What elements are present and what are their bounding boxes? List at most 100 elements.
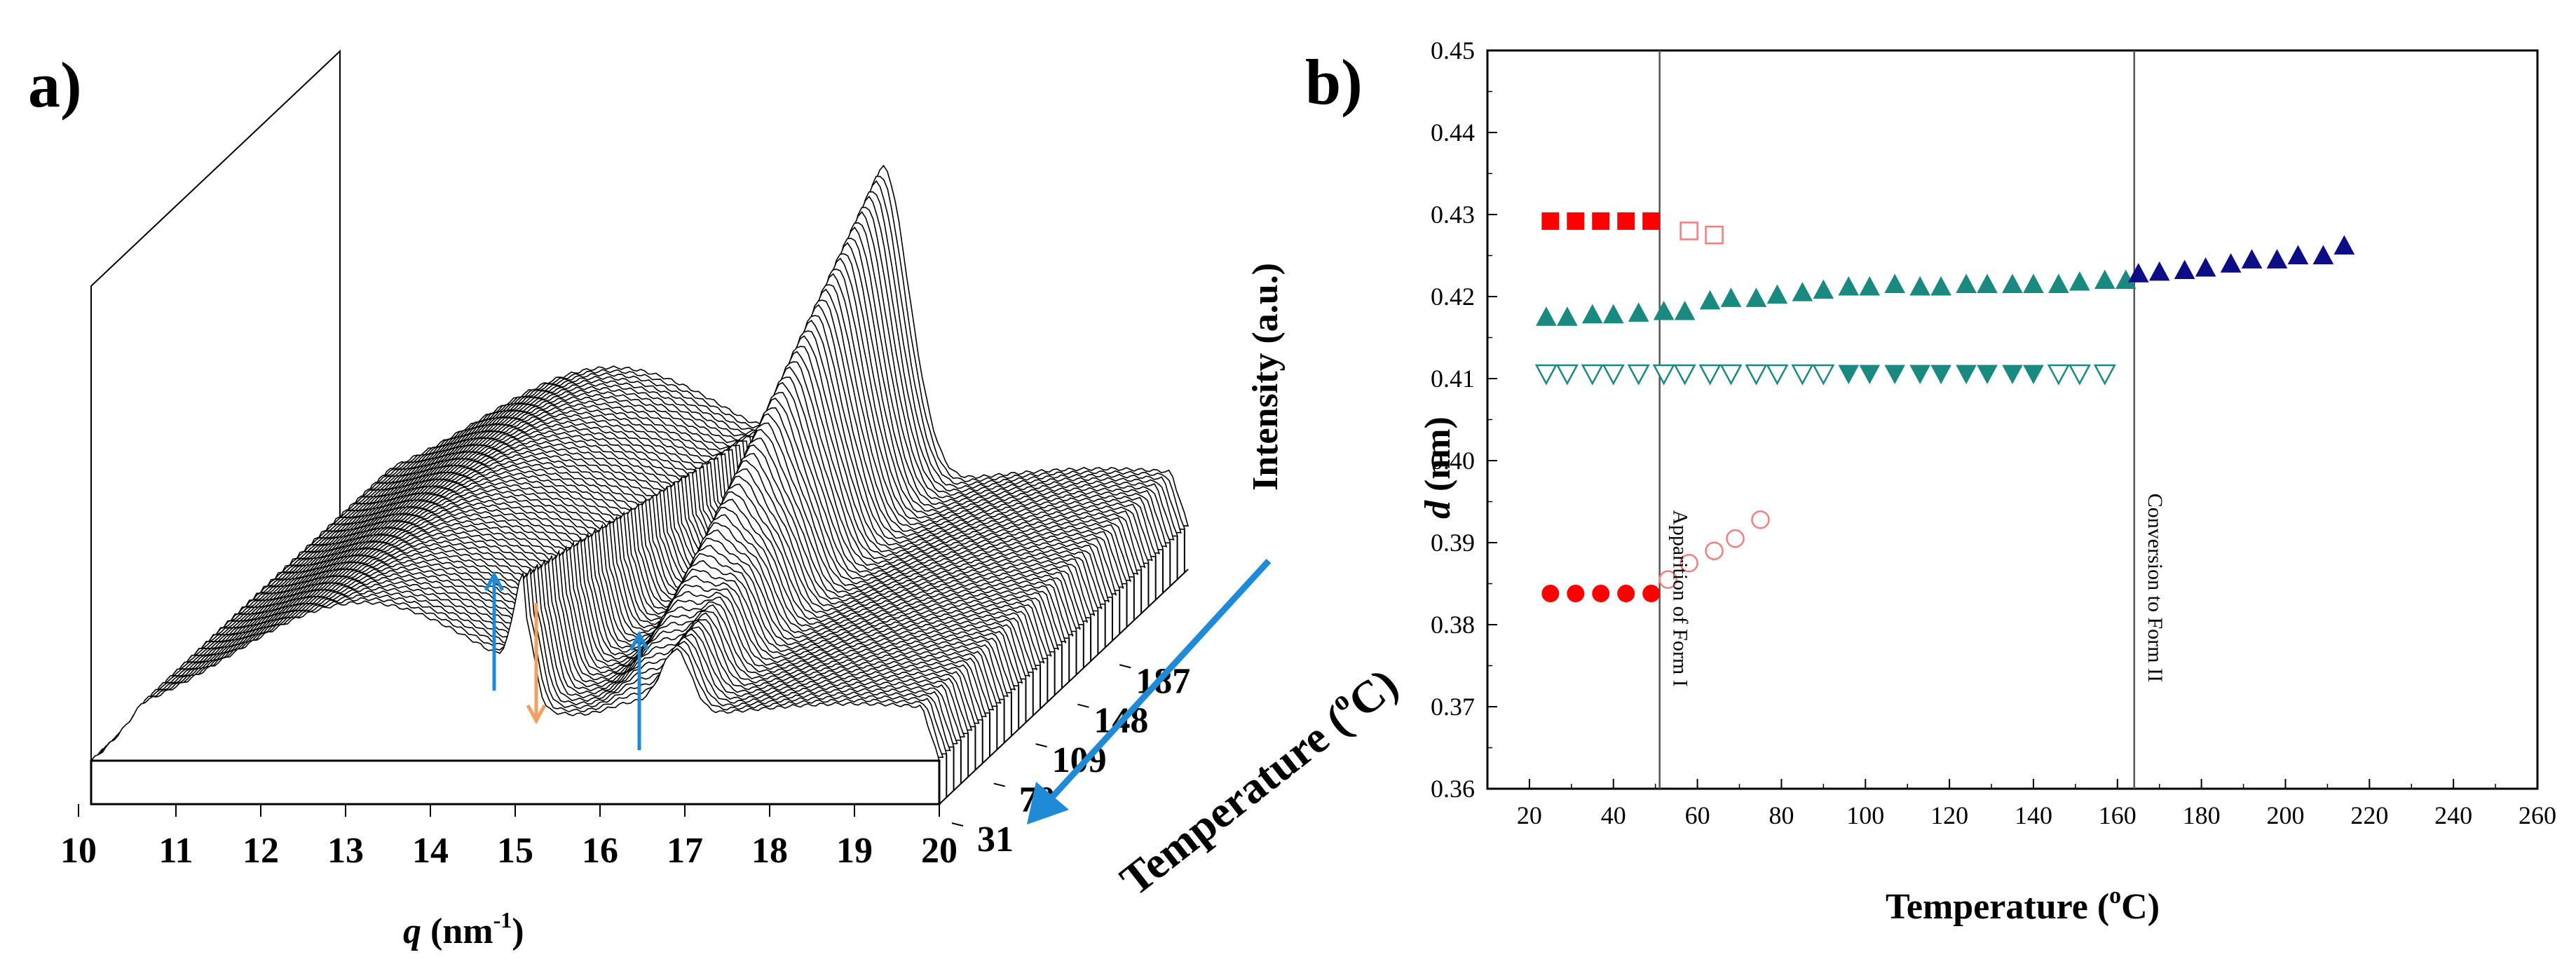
data-point-triangle-up <box>1909 276 1931 296</box>
y-tick-label: 0.41 <box>1431 365 1475 393</box>
waterfall-trace <box>90 573 940 761</box>
x-tick-label: 10 <box>60 831 97 871</box>
data-point-triangle-up <box>1859 276 1881 296</box>
x-tick-label: 200 <box>2266 801 2304 829</box>
data-point-triangle-down <box>1909 365 1931 385</box>
data-point-square <box>1679 222 1698 240</box>
data-point-triangle-down <box>2023 365 2044 385</box>
data-point-triangle-down <box>1838 365 1860 385</box>
panel-b-plot-frame <box>1486 49 2539 790</box>
x-tick-label: 120 <box>1930 801 1968 829</box>
data-point-triangle-down <box>1791 364 1814 386</box>
data-point-square <box>1567 212 1585 230</box>
data-point-triangle-up <box>1766 284 1788 304</box>
y-tick-label: 0.45 <box>1431 36 1475 65</box>
panel-b-x-title-sup: o <box>2109 883 2121 909</box>
data-point-circle <box>1705 541 1724 560</box>
panel-a-y-title: Intensity (a.u.) <box>1246 263 1286 491</box>
panel-b-y-title-unit: (nm) <box>1418 416 1458 501</box>
data-point-triangle-down <box>1956 365 1977 385</box>
panel-b-y-title: d (nm) <box>1418 416 1458 519</box>
data-point-triangle-up <box>1977 273 1998 293</box>
panel-b-x-title: Temperature (oC) <box>1886 883 2160 927</box>
y-tick-label: 0.40 <box>1431 447 1475 475</box>
data-point-triangle-down <box>2002 365 2023 385</box>
data-point-triangle-up <box>2069 271 2090 291</box>
z-tick-mark <box>951 822 964 827</box>
peak-arrow-head <box>526 704 547 725</box>
x-tick-label: 220 <box>2350 801 2388 829</box>
data-point-triangle-down <box>1602 364 1625 386</box>
y-tick-label: 0.37 <box>1431 693 1475 721</box>
z-tick-mark <box>1077 703 1089 708</box>
x-tick-label: 240 <box>2434 801 2472 829</box>
x-tick-label: 60 <box>1685 801 1710 829</box>
data-point-triangle-up <box>1557 306 1578 326</box>
panel-a-arrows <box>484 558 1272 824</box>
data-point-triangle-down <box>2068 364 2091 386</box>
data-point-triangle-up <box>2220 253 2242 273</box>
peak-arrow-head <box>629 630 650 651</box>
z-tick-label: 31 <box>977 820 1014 860</box>
data-point-triangle-up <box>1602 304 1624 324</box>
data-point-circle <box>1592 585 1610 603</box>
data-point-triangle-up <box>1745 287 1767 307</box>
y-tick-label: 0.36 <box>1431 775 1475 803</box>
x-tick-label: 18 <box>751 831 788 871</box>
data-point-triangle-up <box>1581 304 1603 324</box>
panel-b-ticks: 20 40 60 80 100 120 140 160 180 200 220 240 260 0.36 0… <box>1431 36 2556 829</box>
data-point-square <box>1541 212 1560 230</box>
data-point-triangle-down <box>1766 364 1789 386</box>
data-point-triangle-down <box>1581 364 1604 386</box>
data-point-circle <box>1658 570 1677 589</box>
data-point-triangle-up <box>1838 276 1860 296</box>
data-point-triangle-up <box>2266 249 2288 269</box>
x-tick-label: 16 <box>582 831 618 871</box>
data-point-square <box>1642 212 1661 230</box>
data-point-triangle-up <box>1884 273 1906 293</box>
data-point-circle <box>1567 585 1585 603</box>
y-tick-label: 0.43 <box>1431 201 1475 229</box>
waterfall-traces <box>90 164 1189 806</box>
x-tick-label: 40 <box>1601 801 1626 829</box>
z-tick-mark <box>1119 664 1131 669</box>
panel-b-label: b) <box>1305 46 1363 118</box>
panel-a-x-title-exp: -1 <box>493 907 512 932</box>
x-tick-label: 180 <box>2183 801 2221 829</box>
panel-a-z-title-suffix: C) <box>1339 658 1407 727</box>
data-point-circle <box>1679 554 1698 573</box>
data-point-triangle-up <box>2174 259 2195 280</box>
data-point-triangle-down <box>1652 364 1675 386</box>
data-point-triangle-up <box>1792 282 1813 301</box>
annotation-form-1: Apparition of Form I <box>1669 510 1692 686</box>
x-tick-label: 11 <box>158 831 193 871</box>
data-point-triangle-down <box>1812 364 1835 386</box>
y-tick-label: 0.42 <box>1431 283 1475 311</box>
x-tick-label: 15 <box>497 831 533 871</box>
data-point-triangle-up <box>1813 279 1834 299</box>
x-tick-label: 14 <box>412 831 449 871</box>
x-tick-label: 19 <box>836 831 873 871</box>
peak-arrow-head <box>484 571 505 592</box>
y-tick-label: 0.44 <box>1431 118 1475 147</box>
data-point-triangle-up <box>2195 257 2216 277</box>
panel-a-label: a) <box>28 49 82 121</box>
data-point-triangle-down <box>1719 364 1743 386</box>
data-point-triangle-up <box>2241 249 2263 269</box>
panel-b-x-title-prefix: Temperature ( <box>1886 887 2109 927</box>
data-point-triangle-up <box>1720 287 1742 307</box>
x-tick-label: 160 <box>2099 801 2137 829</box>
panel-b-x-title-suffix: C) <box>2121 887 2160 927</box>
data-point-triangle-down <box>2093 364 2116 386</box>
data-point-circle <box>1642 585 1661 603</box>
data-point-triangle-down <box>1884 365 1906 385</box>
data-point-square <box>1592 212 1610 230</box>
data-point-circle <box>1617 585 1635 603</box>
data-point-triangle-up <box>1628 302 1649 322</box>
data-point-triangle-down <box>1930 365 1951 385</box>
panel-a-x-title: q (nm-1) <box>403 907 524 951</box>
data-point-triangle-up <box>2312 245 2334 264</box>
x-tick-label: 12 <box>243 831 279 871</box>
